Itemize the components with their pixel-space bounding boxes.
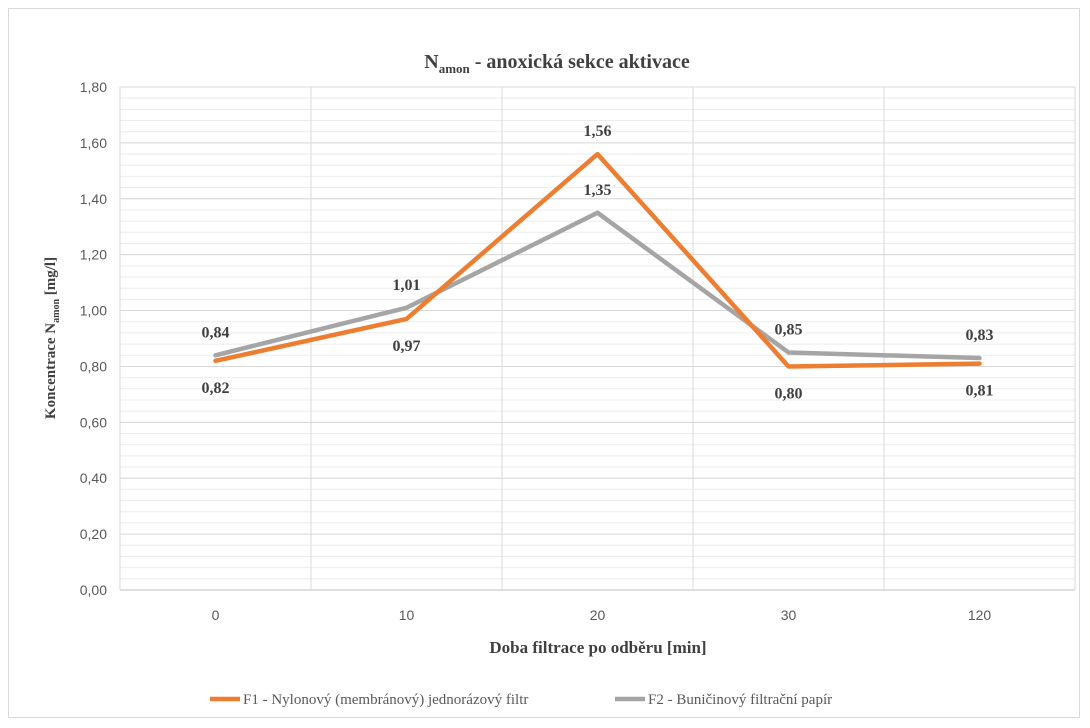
y-tick-label: 1,00 [80,303,107,319]
y-tick-label: 1,40 [80,191,107,207]
series-line [213,151,982,369]
y-axis-label: Koncentrace Namon [mg/l] [43,257,62,419]
data-label: 0,80 [775,385,803,402]
x-tick-label: 10 [399,607,415,623]
y-tick-label: 0,40 [80,470,107,486]
vertical-gridlines [119,87,1076,590]
data-label: 0,81 [966,383,994,400]
y-tick-label: 0,20 [80,526,107,542]
data-label: 1,56 [584,123,612,140]
x-tick-label: 0 [212,607,220,623]
series-lines [213,151,982,369]
data-label: 0,84 [202,324,230,341]
data-label: 0,83 [966,327,994,344]
x-tick-label: 30 [781,607,797,623]
chart-title: Namon - anoxická sekce aktivace [424,51,690,76]
y-tick-label: 1,80 [80,79,107,95]
data-label: 0,85 [775,321,803,338]
y-tick-label: 0,60 [80,414,107,430]
y-axis-tick-labels: 0,00 0,20 0,40 0,60 0,80 1,00 1,20 1,40 1,60 1,80 [80,79,107,598]
legend-entry: F2 - Buničinový filtrační papír [648,692,832,708]
series-line [213,210,982,361]
data-label: 1,35 [584,182,612,199]
x-axis-label: Doba filtrace po odběru [min] [489,638,706,657]
y-tick-label: 1,20 [80,247,107,263]
y-tick-label: 1,60 [80,135,107,151]
data-label: 0,97 [393,338,421,355]
data-label: 0,82 [202,380,230,397]
legend-entry: F1 - Nylonový (membránový) jednorázový f… [243,692,528,708]
x-tick-label: 20 [590,607,606,623]
data-label: 1,01 [393,277,421,294]
x-tick-label: 120 [968,607,992,623]
legend: F1 - Nylonový (membránový) jednorázový f… [210,692,832,708]
major-gridlines [120,86,1075,591]
x-axis-tick-labels: 0 10 20 30 120 [212,607,992,623]
minor-gridlines [120,86,1075,591]
y-tick-label: 0,00 [80,582,107,598]
y-tick-label: 0,80 [80,358,107,374]
data-labels: 0,82 0,84 0,97 1,01 1,56 1,35 0,80 0,85 0,81 0,83 [202,123,994,402]
